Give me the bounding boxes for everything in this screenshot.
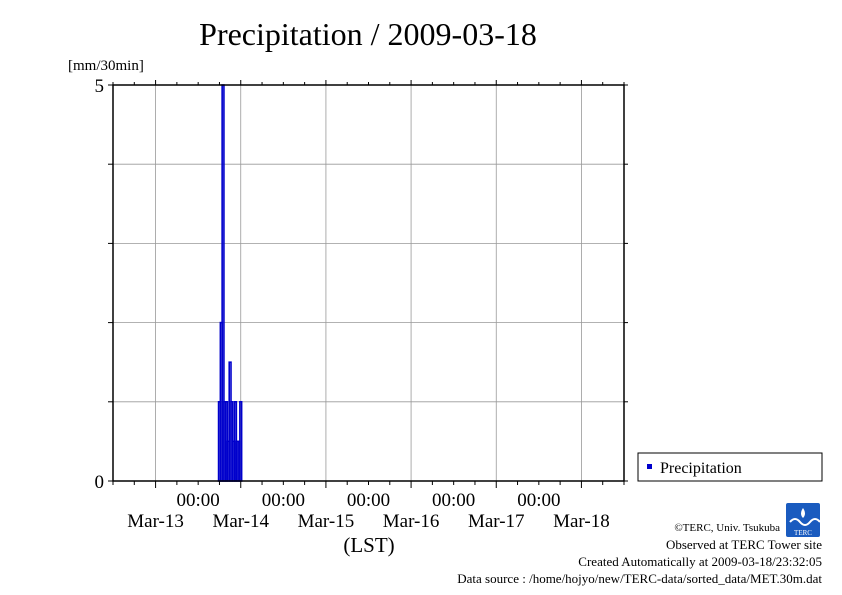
y-tick-label: 0: [95, 472, 105, 493]
legend: Precipitation: [637, 452, 823, 482]
x-time-label: 00:00: [177, 490, 220, 511]
x-axis-label: (LST): [343, 533, 394, 557]
y-axis-unit-label: [mm/30min]: [68, 58, 144, 74]
terc-logo: TERC: [786, 503, 821, 537]
legend-box: [637, 452, 823, 482]
footer-copyright: ©TERC, Univ. Tsukuba: [674, 522, 780, 534]
x-date-label: Mar-15: [298, 511, 355, 532]
footer-created: Created Automatically at 2009-03-18/23:3…: [578, 554, 822, 569]
footer-observed: Observed at TERC Tower site: [666, 537, 822, 552]
x-time-label: 00:00: [517, 490, 560, 511]
grid-lines: [113, 85, 624, 481]
precipitation-bars: [217, 84, 243, 482]
x-date-label: Mar-14: [212, 511, 269, 532]
x-time-label: 00:00: [347, 490, 390, 511]
x-time-label: 00:00: [432, 490, 475, 511]
footer-source: Data source : /home/hojyo/new/TERC-data/…: [457, 571, 822, 586]
chart-title: Precipitation / 2009-03-18: [199, 16, 537, 52]
plot-frame: [112, 84, 625, 482]
y-ticks: 05: [95, 76, 628, 493]
x-date-label: Mar-13: [127, 511, 184, 532]
x-time-label: 00:00: [262, 490, 305, 511]
legend-marker: [647, 464, 652, 469]
legend-label: Precipitation: [660, 460, 742, 477]
x-date-label: Mar-18: [553, 511, 610, 532]
y-tick-label: 5: [95, 76, 105, 97]
x-date-label: Mar-16: [383, 511, 440, 532]
x-date-label: Mar-17: [468, 511, 525, 532]
logo-text: TERC: [794, 529, 812, 537]
